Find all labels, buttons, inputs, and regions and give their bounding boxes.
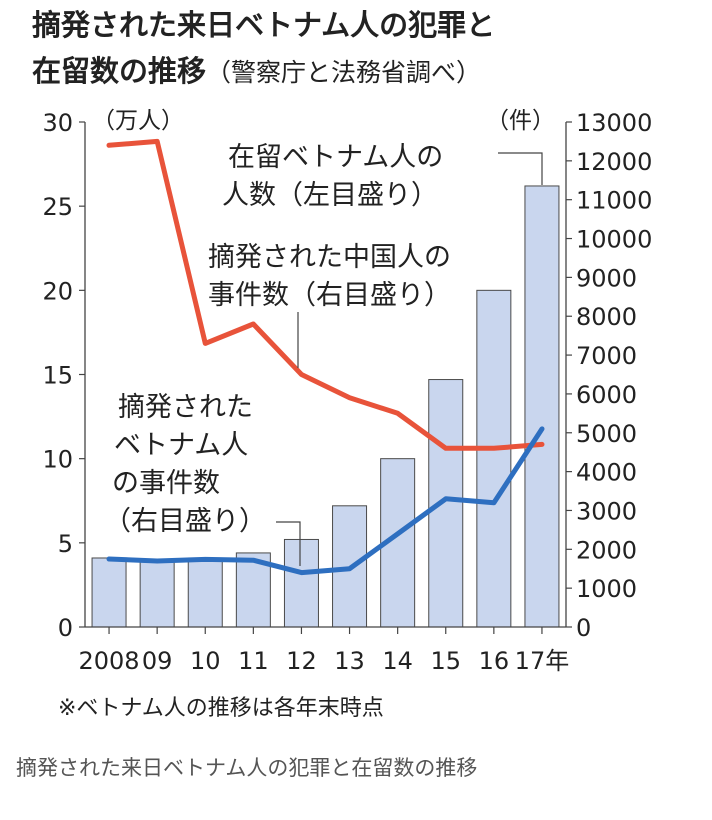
bar bbox=[187, 557, 223, 628]
right-tick-label: 0 bbox=[576, 614, 591, 642]
left-tick-label: 20 bbox=[42, 277, 73, 305]
china-line-label-line1: 摘発された中国人の bbox=[208, 242, 451, 273]
x-tick-label: 15 bbox=[430, 647, 461, 675]
line-series bbox=[106, 138, 545, 576]
right-tick-label: 8000 bbox=[576, 303, 637, 331]
chart-subtitle: 在留数の推移（警察庁と法務省調べ） bbox=[32, 48, 481, 90]
vietnam-line-label-line3: の事件数 bbox=[112, 468, 220, 499]
bar-series-label-line2: 人数（左目盛り） bbox=[222, 180, 438, 211]
left-tick-label: 10 bbox=[42, 446, 73, 474]
vietnam-line-label-line1: 摘発された bbox=[118, 392, 253, 423]
china-line-label-line2: 事件数（右目盛り） bbox=[208, 280, 451, 311]
right-tick-label: 11000 bbox=[576, 187, 652, 215]
chart-title: 摘発された来日ベトナム人の犯罪と bbox=[32, 8, 496, 42]
left-tick-label: 0 bbox=[58, 614, 73, 642]
bar bbox=[428, 379, 464, 628]
right-tick-label: 12000 bbox=[576, 148, 652, 176]
left-tick-label: 25 bbox=[42, 193, 73, 221]
right-tick-label: 9000 bbox=[576, 264, 637, 292]
left-tick-label: 30 bbox=[42, 109, 73, 137]
right-tick-label: 2000 bbox=[576, 536, 637, 564]
right-tick-label: 3000 bbox=[576, 497, 637, 525]
chart-note: ※ベトナム人の推移は各年末時点 bbox=[58, 696, 384, 721]
chart-title-line2: 在留数の推移 bbox=[32, 54, 207, 88]
vietnam-line-label-line4: （右目盛り） bbox=[104, 506, 266, 537]
right-tick-label: 10000 bbox=[576, 226, 652, 254]
right-tick-label: 7000 bbox=[576, 342, 637, 370]
right-tick-label: 4000 bbox=[576, 459, 637, 487]
vietnam-line-label-line2: ベトナム人 bbox=[114, 430, 248, 461]
axes: 3025201510501300012000110001000090008000… bbox=[42, 108, 652, 675]
bar-series bbox=[91, 185, 560, 628]
bar bbox=[524, 185, 560, 628]
bar bbox=[476, 289, 512, 628]
left-tick-label: 5 bbox=[58, 530, 73, 558]
right-tick-label: 13000 bbox=[576, 109, 652, 137]
x-tick-label: 13 bbox=[334, 647, 365, 675]
vietnam-label-leader bbox=[276, 521, 301, 566]
right-tick-label: 6000 bbox=[576, 381, 637, 409]
left-tick-label: 15 bbox=[42, 362, 73, 390]
x-tick-label: 16 bbox=[479, 647, 510, 675]
china-line bbox=[106, 138, 545, 451]
vietnam-line bbox=[106, 426, 545, 576]
x-tick-label: 10 bbox=[190, 647, 221, 675]
image-caption: 摘発された来日ベトナム人の犯罪と在留数の推移 bbox=[16, 756, 478, 780]
bar bbox=[283, 538, 319, 628]
bar-label-leader bbox=[498, 152, 543, 185]
bar bbox=[139, 559, 175, 628]
right-tick-label: 1000 bbox=[576, 575, 637, 603]
x-tick-label: 12 bbox=[286, 647, 317, 675]
right-unit-label: （件） bbox=[486, 108, 555, 134]
x-tick-label: 17年 bbox=[515, 647, 570, 675]
x-tick-label: 2008 bbox=[79, 647, 140, 675]
right-tick-label: 5000 bbox=[576, 420, 637, 448]
x-tick-label: 09 bbox=[142, 647, 173, 675]
chart-source: （警察庁と法務省調べ） bbox=[206, 58, 482, 87]
x-tick-label: 11 bbox=[238, 647, 269, 675]
bar bbox=[91, 557, 127, 628]
chart: 3025201510501300012000110001000090008000… bbox=[42, 108, 652, 675]
bar-series-label-line1: 在留ベトナム人の bbox=[228, 142, 443, 173]
x-tick-label: 14 bbox=[382, 647, 413, 675]
left-unit-label: （万人） bbox=[92, 108, 184, 134]
